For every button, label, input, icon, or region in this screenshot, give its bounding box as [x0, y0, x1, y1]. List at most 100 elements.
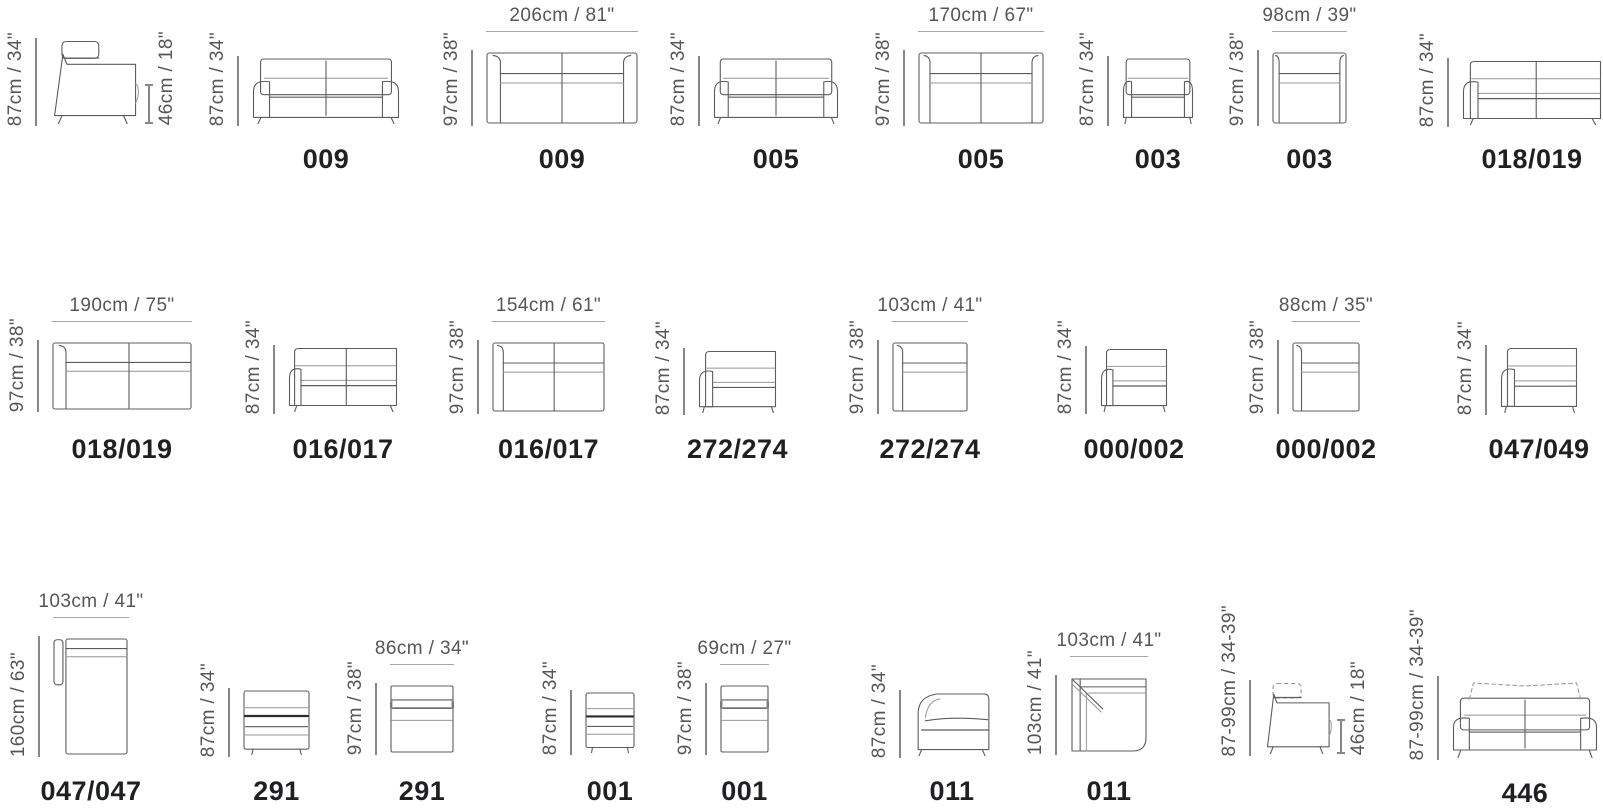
width-dimension-label: 206cm / 81" — [509, 5, 615, 26]
height-dimension-label: 97cm / 38" — [675, 660, 696, 755]
height-dimension-line — [477, 340, 479, 414]
height-dimension-line — [37, 340, 39, 412]
height-dimension-label: 103cm / 41" — [1025, 649, 1046, 755]
height-dimension-label: 87-99cm / 34-39" — [1219, 604, 1240, 757]
model-label-272-274-top: 272/274 — [879, 434, 981, 464]
height-dimension-label: 97cm / 38" — [1227, 31, 1248, 126]
height-dimension-label: 87cm / 34" — [668, 31, 689, 126]
001-top-drawing — [719, 685, 770, 753]
height-dimension-label: 87cm / 34" — [207, 31, 228, 126]
side-view-2-drawing — [1264, 682, 1334, 755]
model-label-047-049-front: 047/049 — [1488, 434, 1590, 464]
width-dimension-label: 86cm / 34" — [374, 638, 470, 659]
width-dimension-label: 69cm / 27" — [697, 638, 792, 659]
model-label-018-019-front: 018/019 — [1481, 144, 1583, 174]
height-dimension-label: 97cm / 38" — [345, 660, 366, 755]
272-274-front-drawing — [698, 350, 777, 414]
height-dimension-line — [1107, 56, 1109, 126]
291-top-drawing — [389, 685, 455, 753]
width-dimension-line — [486, 31, 638, 32]
height-dimension-line — [899, 690, 901, 758]
height-dimension-line — [1447, 58, 1449, 127]
height-dimension-label: 160cm / 63" — [8, 651, 29, 757]
model-label-001-top: 001 — [721, 776, 768, 806]
width-dimension-label: 103cm / 41" — [1056, 630, 1162, 651]
model-label-047-047-top: 047/047 — [40, 776, 142, 806]
047-047-top-drawing — [53, 638, 129, 755]
seat-height-dimension-line — [145, 83, 153, 125]
model-label-000-002-top: 000/002 — [1275, 434, 1377, 464]
height-dimension-label: 97cm / 38" — [847, 319, 868, 414]
047-049-front-drawing — [1500, 347, 1578, 414]
height-dimension-line — [1249, 680, 1251, 756]
height-dimension-label: 87cm / 34" — [1417, 32, 1438, 127]
model-label-009-front: 009 — [302, 144, 350, 174]
005-top-drawing — [918, 52, 1044, 124]
height-dimension-line — [698, 56, 700, 126]
width-dimension-label: 103cm / 41" — [877, 295, 983, 316]
width-dimension-label: 88cm / 35" — [1278, 295, 1374, 316]
height-dimension-line — [35, 38, 37, 126]
000-002-front-drawing — [1100, 348, 1168, 413]
model-label-016-017-front: 016/017 — [292, 434, 394, 464]
width-dimension-line — [1272, 31, 1347, 32]
height-dimension-line — [375, 683, 377, 755]
018-019-front-drawing — [1462, 60, 1602, 126]
side-view-1-drawing — [50, 40, 142, 125]
height-dimension-line — [1257, 50, 1259, 126]
width-dimension-line — [52, 321, 192, 322]
height-dimension-label: 97cm / 38" — [441, 31, 462, 126]
model-label-001-front: 001 — [586, 776, 634, 806]
model-label-005-top: 005 — [957, 144, 1005, 174]
height-dimension-line — [683, 348, 685, 415]
016-017-top-drawing — [492, 342, 605, 412]
height-dimension-label: 87cm / 34" — [1055, 319, 1076, 414]
model-label-011-top: 011 — [1086, 776, 1132, 806]
height-dimension-label: 87cm / 34" — [1077, 31, 1098, 126]
model-label-291-top: 291 — [398, 776, 446, 806]
height-dimension-label: 87cm / 34" — [243, 319, 264, 414]
000-002-top-drawing — [1292, 342, 1360, 412]
height-dimension-line — [237, 56, 239, 126]
width-dimension-label: 170cm / 67" — [928, 5, 1034, 26]
seat-height-dimension-line — [1337, 719, 1345, 754]
model-label-005-front: 005 — [752, 144, 800, 174]
model-label-018-019-top: 018/019 — [71, 434, 173, 464]
model-label-003-top: 003 — [1286, 144, 1333, 174]
width-dimension-label: 103cm / 41" — [38, 591, 144, 612]
width-dimension-line — [892, 321, 968, 322]
model-label-009-top: 009 — [538, 144, 586, 174]
height-dimension-label: 87cm / 34" — [198, 662, 219, 757]
model-label-000-002-front: 000/002 — [1083, 434, 1185, 464]
height-dimension-line — [877, 340, 879, 414]
model-label-446-front: 446 — [1501, 778, 1549, 808]
width-dimension-label: 98cm / 39" — [1262, 5, 1357, 26]
446-front-drawing — [1452, 678, 1598, 759]
model-label-272-274-front: 272/274 — [686, 434, 789, 464]
height-dimension-label: 87-99cm / 34-39" — [1407, 608, 1428, 761]
width-dimension-line — [720, 664, 769, 665]
seat-height-dimension-label: 46cm / 18" — [1348, 660, 1369, 755]
height-dimension-line — [1055, 675, 1057, 755]
height-dimension-line — [1277, 340, 1279, 414]
001-front-drawing — [585, 692, 635, 754]
height-dimension-line — [1437, 676, 1439, 760]
model-label-291-front: 291 — [253, 776, 300, 806]
width-dimension-line — [53, 617, 129, 618]
height-dimension-label: 87cm / 34" — [1455, 320, 1476, 415]
height-dimension-line — [705, 683, 707, 755]
width-dimension-line — [492, 321, 605, 322]
005-front-drawing — [713, 58, 839, 125]
height-dimension-label: 97cm / 38" — [447, 319, 468, 414]
width-dimension-label: 190cm / 75" — [69, 295, 175, 316]
model-label-011-front: 011 — [929, 776, 975, 806]
003-front-drawing — [1122, 58, 1194, 125]
011-top-drawing — [1070, 677, 1148, 753]
height-dimension-line — [1085, 346, 1087, 414]
width-dimension-line — [918, 31, 1044, 32]
009-front-drawing — [252, 58, 400, 125]
height-dimension-label: 87cm / 34" — [540, 660, 561, 755]
height-dimension-line — [273, 345, 275, 414]
height-dimension-label: 87cm / 34" — [653, 320, 674, 415]
